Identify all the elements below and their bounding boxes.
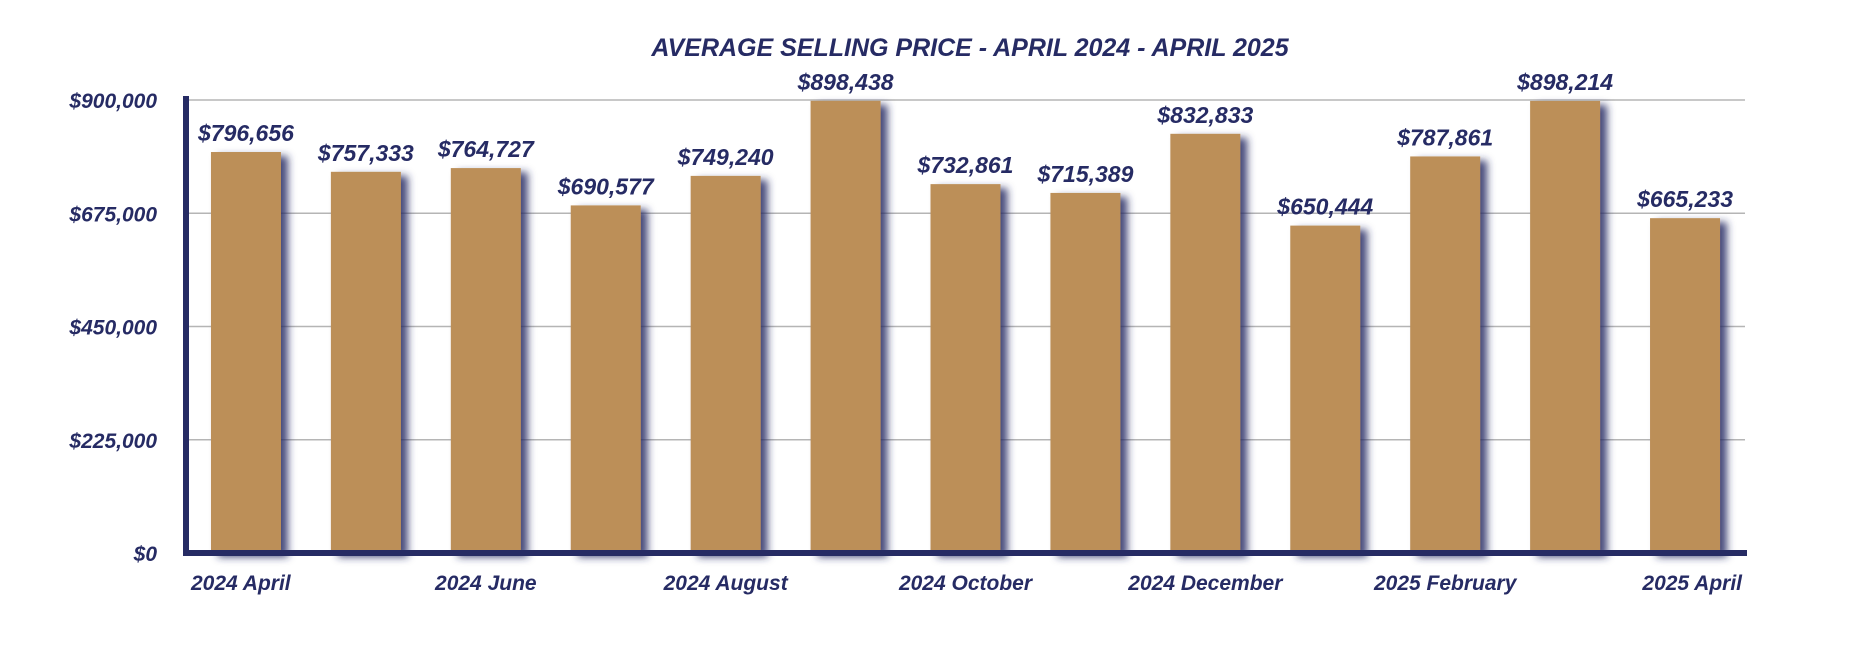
data-label: $665,233 — [1636, 186, 1733, 212]
data-label: $757,333 — [317, 140, 414, 166]
x-axis: 2024 April 2024 June 2024 August 2024 Octob… — [183, 96, 1747, 595]
y-tick-label: $675,000 — [68, 203, 157, 226]
bar — [1290, 225, 1361, 553]
y-tick-label: $0 — [133, 543, 158, 566]
bar — [1170, 133, 1241, 554]
data-labels: $796,656 $757,333 $764,727 $690,577 $749,240… — [197, 69, 1733, 220]
bar — [690, 175, 761, 553]
x-tick-label: 2024 October — [898, 572, 1034, 595]
bar — [1650, 218, 1721, 553]
bar — [810, 100, 881, 554]
x-tick-label: 2024 August — [663, 572, 789, 595]
x-tick-label: 2025 April — [1641, 572, 1743, 595]
bar — [450, 168, 521, 553]
y-tick-label: $225,000 — [68, 430, 157, 453]
data-label: $749,240 — [677, 144, 774, 170]
bar — [570, 205, 641, 553]
y-tick-label: $450,000 — [68, 317, 157, 340]
x-tick-label: 2024 December — [1127, 572, 1284, 595]
bar — [330, 171, 401, 553]
x-tick-label: 2024 April — [190, 572, 292, 595]
bars — [210, 100, 1721, 554]
data-label: $650,444 — [1276, 194, 1373, 220]
bar — [210, 152, 281, 553]
y-tick-label: $900,000 — [68, 90, 157, 113]
bar — [1410, 156, 1481, 553]
x-tick-label: 2025 February — [1373, 572, 1518, 595]
bar — [930, 184, 1001, 553]
data-label: $796,656 — [197, 120, 294, 146]
data-label: $898,438 — [797, 69, 894, 95]
data-label: $898,214 — [1516, 69, 1613, 95]
data-label: $764,727 — [437, 136, 535, 162]
y-axis: $0 $225,000 $450,000 $675,000 $900,000 — [68, 90, 157, 566]
x-tick-label: 2024 June — [434, 572, 537, 595]
data-label: $690,577 — [557, 173, 655, 199]
bar — [1050, 192, 1121, 553]
data-label: $787,861 — [1396, 124, 1493, 150]
bar — [1530, 100, 1601, 553]
chart-title: AVERAGE SELLING PRICE - APRIL 2024 - APR… — [650, 34, 1289, 62]
data-label: $715,389 — [1036, 161, 1133, 187]
data-label: $732,861 — [917, 152, 1014, 178]
data-label: $832,833 — [1156, 102, 1253, 128]
